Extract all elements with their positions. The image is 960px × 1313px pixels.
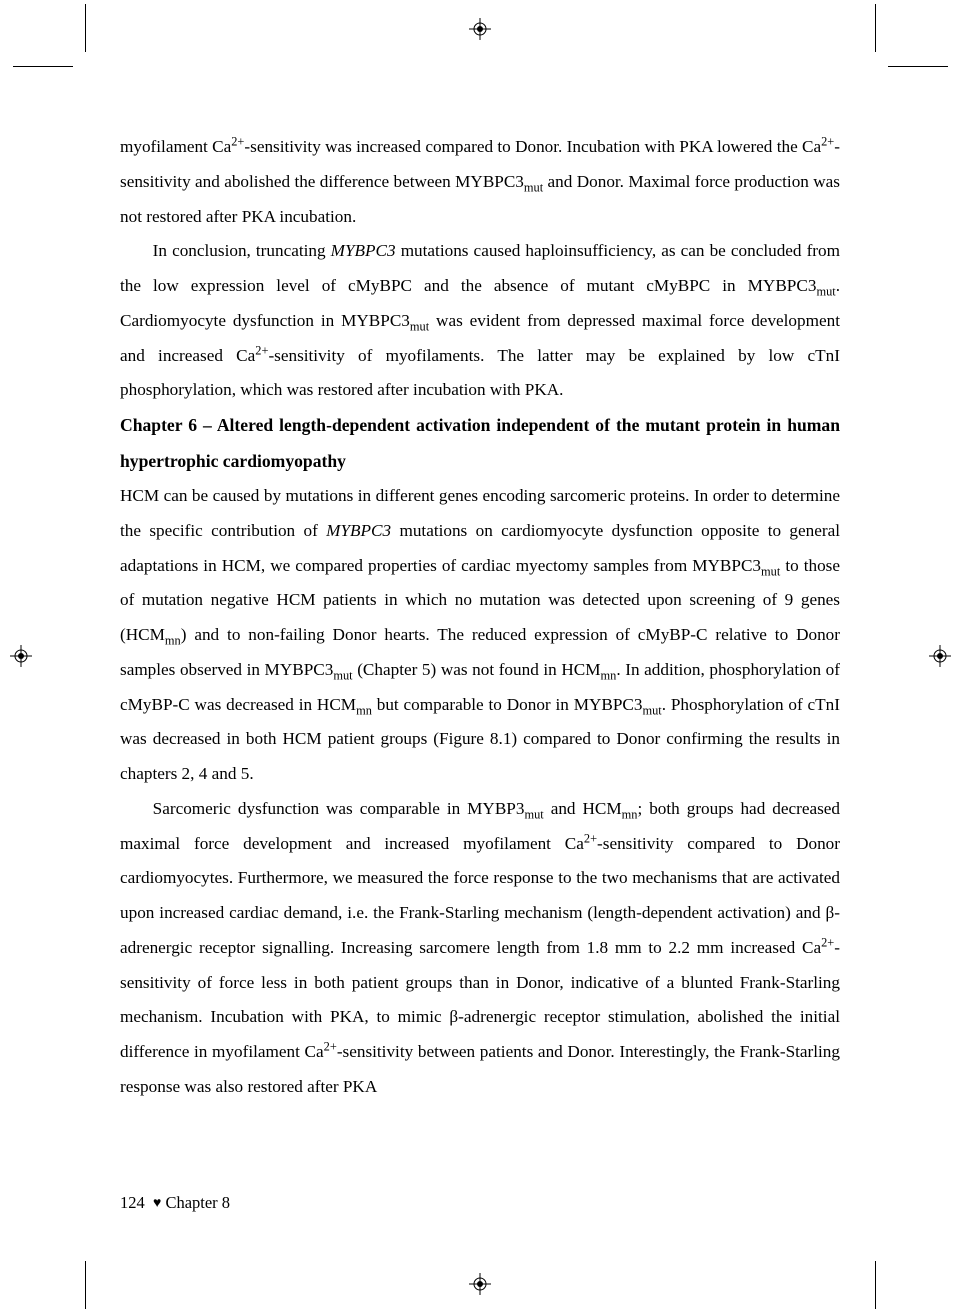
superscript: 2+ xyxy=(584,831,597,845)
superscript: 2+ xyxy=(821,134,834,148)
crop-mark xyxy=(875,1261,876,1309)
subscript: mut xyxy=(642,703,661,717)
superscript: 2+ xyxy=(255,343,268,357)
text: -sensitivity was increased compared to D… xyxy=(244,137,821,156)
page-number: 124 xyxy=(120,1193,145,1212)
subscript: mut xyxy=(524,180,543,194)
gene-name: MYBPC3 xyxy=(326,521,391,540)
crop-mark xyxy=(85,4,86,52)
paragraph-3: HCM can be caused by mutations in differ… xyxy=(120,479,840,792)
subscript: mut xyxy=(761,564,780,578)
paragraph-4: Sarcomeric dysfunction was comparable in… xyxy=(120,792,840,1105)
subscript: mn xyxy=(356,703,372,717)
subscript: mn xyxy=(622,807,638,821)
text: myofilament Ca xyxy=(120,137,231,156)
superscript: 2+ xyxy=(231,134,244,148)
crop-mark xyxy=(888,66,948,67)
crop-mark xyxy=(13,66,73,67)
page-content: myofilament Ca2+-sensitivity was increas… xyxy=(120,130,840,1105)
heart-icon: ♥ xyxy=(153,1196,161,1211)
crop-mark xyxy=(875,4,876,52)
page-footer: 124 ♥ Chapter 8 xyxy=(120,1193,230,1213)
crop-mark xyxy=(85,1261,86,1309)
paragraph-1: myofilament Ca2+-sensitivity was increas… xyxy=(120,130,840,234)
registration-mark-icon xyxy=(10,645,32,667)
superscript: 2+ xyxy=(324,1039,337,1053)
chapter-heading: Chapter 6 – Altered length-dependent act… xyxy=(120,408,840,479)
registration-mark-icon xyxy=(469,1273,491,1295)
subscript: mut xyxy=(524,807,543,821)
text: (Chapter 5) was not found in HCM xyxy=(353,660,601,679)
text: but comparable to Donor in MYBPC3 xyxy=(372,695,643,714)
subscript: mut xyxy=(410,319,429,333)
registration-mark-icon xyxy=(469,18,491,40)
paragraph-2: In conclusion, truncating MYBPC3 mutatio… xyxy=(120,234,840,408)
text: and HCM xyxy=(544,799,622,818)
subscript: mut xyxy=(816,284,835,298)
superscript: 2+ xyxy=(821,935,834,949)
subscript: mn xyxy=(165,634,181,648)
subscript: mn xyxy=(601,668,617,682)
chapter-label: Chapter 8 xyxy=(165,1193,230,1212)
registration-mark-icon xyxy=(929,645,951,667)
text: In conclusion, truncating xyxy=(153,241,331,260)
subscript: mut xyxy=(333,668,352,682)
text: Sarcomeric dysfunction was comparable in… xyxy=(153,799,525,818)
gene-name: MYBPC3 xyxy=(331,241,396,260)
